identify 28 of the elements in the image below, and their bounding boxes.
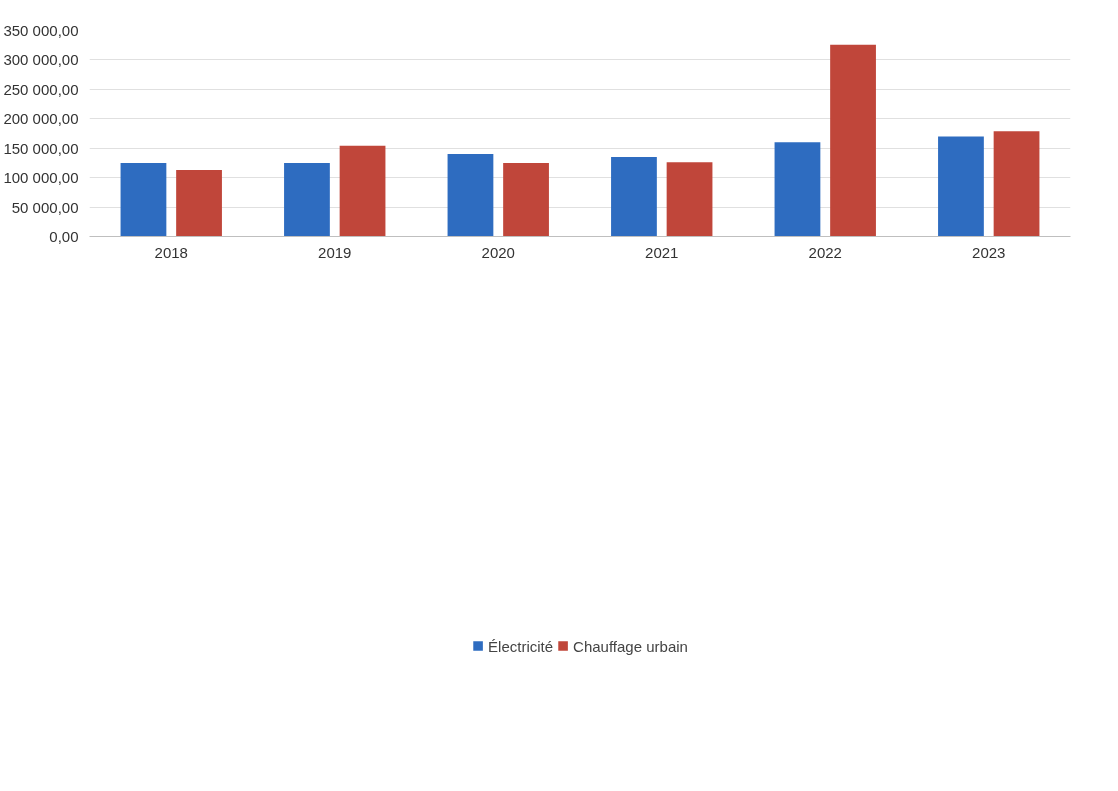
y-tick-label: 200 000,00 xyxy=(3,110,79,128)
x-tick-label: 2021 xyxy=(645,243,679,261)
bar xyxy=(284,162,330,237)
bar xyxy=(774,142,821,237)
x-tick-label: 2020 xyxy=(481,243,515,261)
bar xyxy=(447,154,494,237)
x-tick-label: 2022 xyxy=(808,243,842,261)
bar xyxy=(666,162,713,237)
bar xyxy=(503,162,549,237)
y-tick-label: 100 000,00 xyxy=(3,169,79,187)
y-tick-label: 50 000,00 xyxy=(11,198,79,216)
bar xyxy=(120,162,167,237)
y-tick-label: 350 000,00 xyxy=(3,22,79,39)
x-tick-label: 2018 xyxy=(154,243,188,261)
legend-label: Électricité xyxy=(488,637,554,655)
y-tick-label: 0,00 xyxy=(49,228,79,245)
bar xyxy=(830,44,876,237)
bar xyxy=(938,136,984,237)
y-tick-label: 300 000,00 xyxy=(3,51,79,69)
y-tick-label: 150 000,00 xyxy=(3,139,79,157)
legend-label: Chauffage urbain xyxy=(573,637,688,655)
bar xyxy=(176,169,222,237)
x-tick-label: 2019 xyxy=(318,243,352,261)
bar xyxy=(611,157,657,237)
bar xyxy=(993,131,1040,237)
bar xyxy=(339,145,386,237)
x-tick-label: 2023 xyxy=(972,243,1006,261)
y-tick-label: 250 000,00 xyxy=(3,80,79,98)
